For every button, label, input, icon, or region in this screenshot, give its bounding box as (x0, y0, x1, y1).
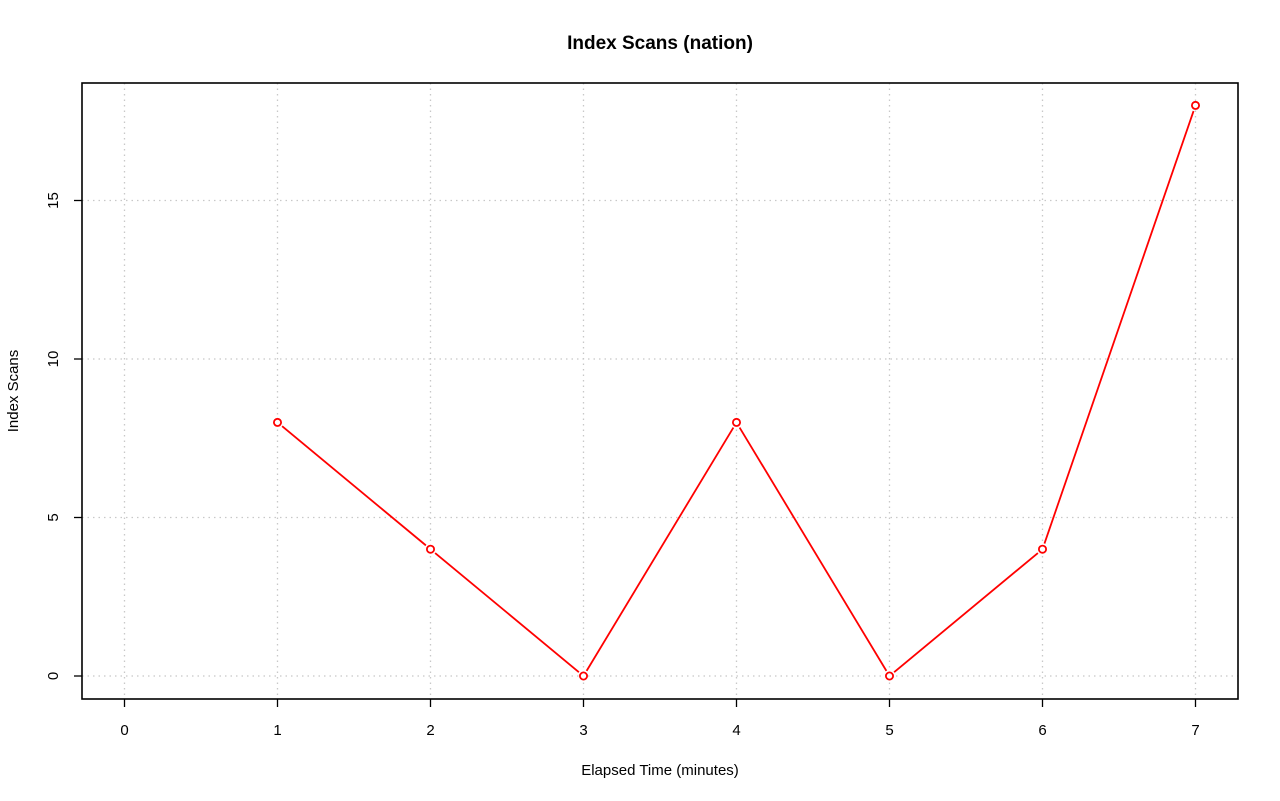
series-line-segment (585, 427, 735, 672)
y-tick-label: 5 (45, 513, 62, 521)
x-tick-label: 4 (732, 722, 740, 739)
data-point (1038, 544, 1048, 554)
series-layer (272, 100, 1201, 681)
series-line-segment (738, 427, 888, 672)
data-point (579, 671, 589, 681)
x-tick-label: 1 (273, 722, 281, 739)
x-tick-label: 7 (1191, 722, 1199, 739)
x-tick-label: 2 (426, 722, 434, 739)
x-tick-label: 6 (1038, 722, 1046, 739)
data-point (272, 417, 282, 427)
data-point (732, 417, 742, 427)
x-tick-label: 0 (120, 722, 128, 739)
x-tick-label: 5 (885, 722, 893, 739)
grid-layer (82, 83, 1238, 699)
series-line-segment (281, 425, 427, 547)
series-line-segment (893, 552, 1039, 673)
series-line-segment (1043, 110, 1195, 544)
data-point (425, 544, 435, 554)
plot-frame (81, 82, 1239, 700)
y-tick-label: 0 (45, 672, 62, 680)
y-axis: 0 5 10 15 (45, 192, 82, 680)
data-point (885, 671, 895, 681)
x-tick-label: 3 (579, 722, 587, 739)
series-line-segment (434, 552, 580, 673)
data-point (1191, 100, 1201, 110)
y-axis-label: Index Scans (5, 350, 22, 433)
x-axis-label: Elapsed Time (minutes) (581, 762, 739, 779)
x-axis: 0 1 2 3 4 5 6 7 (120, 699, 1200, 739)
y-tick-label: 10 (45, 351, 62, 368)
chart-title: Index Scans (nation) (567, 33, 753, 54)
y-tick-label: 15 (45, 192, 62, 209)
